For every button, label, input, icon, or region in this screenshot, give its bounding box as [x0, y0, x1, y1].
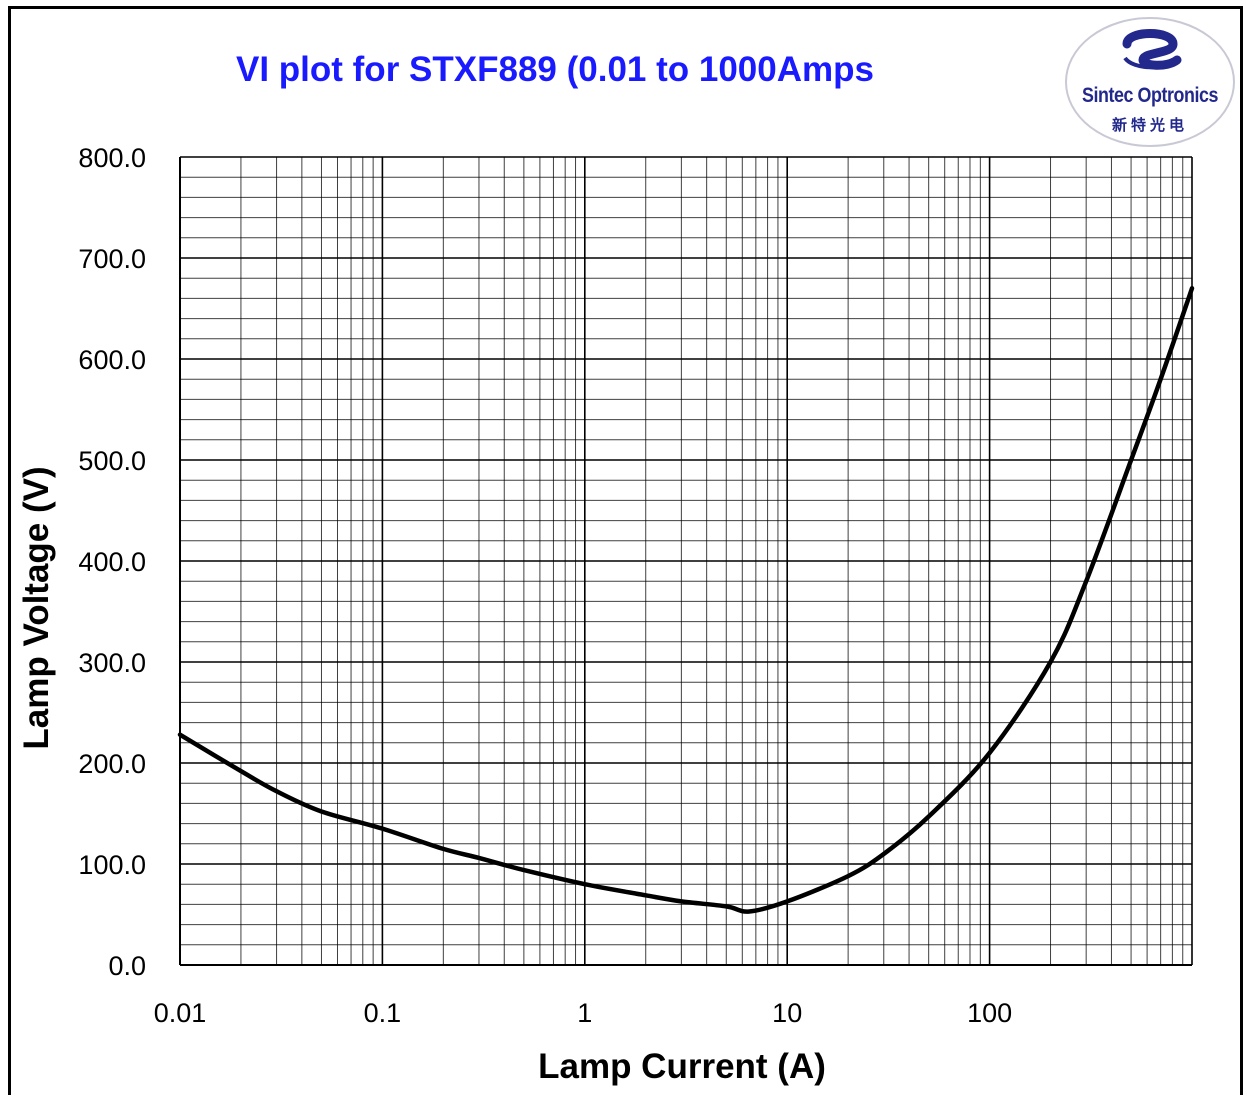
y-tick-label: 300.0	[78, 648, 146, 678]
y-tick-label: 100.0	[78, 850, 146, 880]
x-tick-label: 10	[772, 998, 802, 1028]
y-tick-labels: 0.0 100.0 200.0 300.0 400.0 500.0 600.0 700.0 80…	[78, 143, 146, 981]
x-tick-labels: 0.01 0.1 1 10 100	[154, 998, 1012, 1028]
y-tick-label: 200.0	[78, 749, 146, 779]
y-tick-label: 400.0	[78, 547, 146, 577]
company-logo: Sintec Optronics 新特光电	[1063, 14, 1237, 150]
x-tick-label: 1	[577, 998, 592, 1028]
logo-name: Sintec Optronics	[1081, 84, 1219, 107]
y-tick-label: 0.0	[108, 951, 146, 981]
x-tick-label: 0.1	[364, 998, 402, 1028]
logo-name-cn: 新特光电	[1111, 116, 1188, 134]
logo-emblem-icon	[1065, 17, 1235, 147]
y-tick-label: 500.0	[78, 446, 146, 476]
x-tick-label: 0.01	[154, 998, 207, 1028]
x-axis-label: Lamp Current (A)	[538, 1047, 826, 1086]
y-tick-label: 800.0	[78, 143, 146, 173]
x-tick-label: 100	[967, 998, 1012, 1028]
chart-title: VI plot for STXF889 (0.01 to 1000Amps	[236, 50, 874, 89]
y-tick-label: 700.0	[78, 244, 146, 274]
plot-grid	[179, 156, 1193, 966]
y-axis-label: Lamp Voltage (V)	[17, 466, 56, 749]
vi-curve-line	[177, 286, 1195, 914]
chart-frame	[8, 6, 1243, 1095]
y-tick-label: 600.0	[78, 345, 146, 375]
